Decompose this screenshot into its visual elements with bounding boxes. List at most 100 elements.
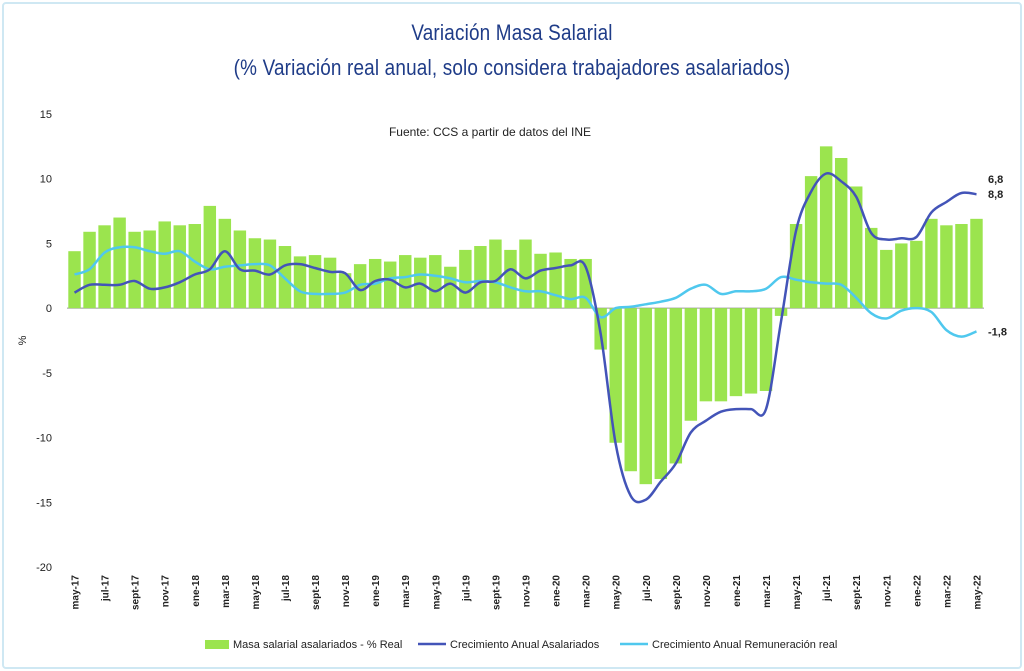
bar — [218, 218, 232, 309]
x-tick-label: sept-17 — [131, 575, 142, 610]
bar — [970, 218, 983, 309]
x-tick-label: jul-21 — [822, 575, 833, 603]
bar — [519, 239, 532, 309]
bar — [850, 186, 863, 309]
bar — [338, 273, 352, 309]
x-tick-label: ene-18 — [191, 575, 202, 607]
x-tick-label: may-22 — [972, 575, 983, 610]
y-tick-label: 10 — [40, 174, 52, 186]
bar — [143, 230, 156, 309]
bar — [188, 224, 201, 309]
asalariados-end-label: 8,8 — [988, 189, 1003, 201]
bar — [624, 308, 637, 472]
y-tick-label: -20 — [36, 562, 52, 574]
x-tick-label: mar-21 — [762, 575, 773, 608]
bar — [834, 158, 848, 309]
chart-subtitle: (% Variación real anual, solo considera … — [233, 55, 791, 80]
legend-label-asalariados: Crecimiento Anual Asalariados — [450, 639, 600, 651]
bar — [865, 227, 878, 309]
bar — [925, 218, 938, 309]
bar — [383, 261, 397, 309]
y-axis-label: % — [17, 335, 29, 345]
legend-label-bar: Masa salarial asalariados - % Real — [233, 639, 402, 651]
bar — [353, 264, 367, 309]
bar — [564, 258, 577, 309]
labels: Fuente: CCS a partir de datos del INE 6,8… — [389, 125, 1007, 338]
bar — [895, 243, 908, 309]
x-tick-label: ene-19 — [371, 575, 382, 607]
bar — [158, 221, 171, 309]
chart-title: Variación Masa Salarial — [411, 20, 613, 45]
bar — [819, 146, 833, 309]
remuneracion-end-label: -1,8 — [988, 326, 1007, 338]
bar — [98, 225, 111, 309]
x-tick-label: may-19 — [431, 575, 442, 610]
bar — [609, 308, 622, 443]
bar — [474, 246, 487, 309]
asalariados-line — [73, 171, 977, 504]
y-tick-label: 15 — [40, 109, 52, 121]
x-tick-label: jul-19 — [461, 575, 472, 603]
legend-label-remuneracion: Crecimiento Anual Remuneración real — [652, 639, 837, 651]
line-series — [73, 171, 977, 504]
x-tick-label: ene-20 — [552, 575, 563, 607]
bar — [429, 255, 442, 309]
bar — [804, 176, 818, 309]
bar — [489, 239, 502, 309]
bar-end-label: 6,8 — [988, 174, 1003, 186]
remuneracion-line — [74, 245, 977, 338]
bar — [293, 256, 307, 309]
y-tick-label: -15 — [36, 497, 52, 509]
legend-swatch-bar — [205, 640, 229, 649]
bar — [323, 257, 337, 309]
bar — [248, 238, 262, 309]
bar — [759, 308, 773, 391]
bar — [203, 205, 217, 309]
x-tick-label: jul-17 — [101, 575, 112, 603]
x-tick-label: ene-21 — [732, 575, 743, 607]
bar — [699, 308, 713, 402]
x-tick-label: jul-20 — [642, 575, 653, 603]
axes: 15 10 5 0 -5 -10 -15 -20% may-17 jul-17 sept-17 nov… — [17, 109, 984, 610]
x-tick-label: mar-18 — [221, 575, 232, 608]
bar — [549, 252, 562, 309]
bar — [654, 308, 668, 479]
bar — [128, 231, 141, 309]
bar — [669, 308, 683, 464]
y-tick-label: 5 — [46, 238, 52, 250]
legend: Masa salarial asalariados - % Real Crecim… — [205, 639, 837, 651]
x-tick-label: sept-21 — [852, 575, 863, 610]
x-tick-label: may-20 — [612, 575, 623, 610]
bar — [774, 308, 788, 316]
bar — [504, 249, 517, 309]
bar — [173, 225, 186, 309]
x-tick-label: nov-17 — [161, 575, 172, 608]
bar — [308, 255, 322, 309]
bar — [955, 224, 968, 309]
x-tick-label: sept-20 — [672, 575, 683, 610]
x-tick-label: may-17 — [71, 575, 82, 610]
y-tick-label: -5 — [42, 368, 52, 380]
x-tick-label: may-21 — [792, 575, 803, 610]
x-tick-label: sept-18 — [311, 575, 322, 610]
bar-series — [68, 146, 983, 485]
x-tick-label: mar-22 — [942, 575, 953, 608]
bar — [534, 253, 547, 309]
x-tick-label: nov-20 — [702, 575, 713, 608]
x-tick-label: mar-20 — [582, 575, 593, 608]
bar — [714, 308, 728, 402]
bar — [910, 240, 923, 309]
bar — [113, 217, 126, 309]
y-tick-label: 0 — [46, 303, 52, 315]
x-tick-label: ene-22 — [912, 575, 923, 607]
bar — [459, 249, 472, 309]
bar — [399, 255, 412, 309]
bar — [444, 266, 457, 309]
source-note: Fuente: CCS a partir de datos del INE — [389, 125, 591, 139]
bar — [68, 251, 81, 309]
bar — [744, 308, 758, 394]
x-tick-label: nov-19 — [522, 575, 533, 608]
y-tick-label: -10 — [36, 433, 52, 445]
